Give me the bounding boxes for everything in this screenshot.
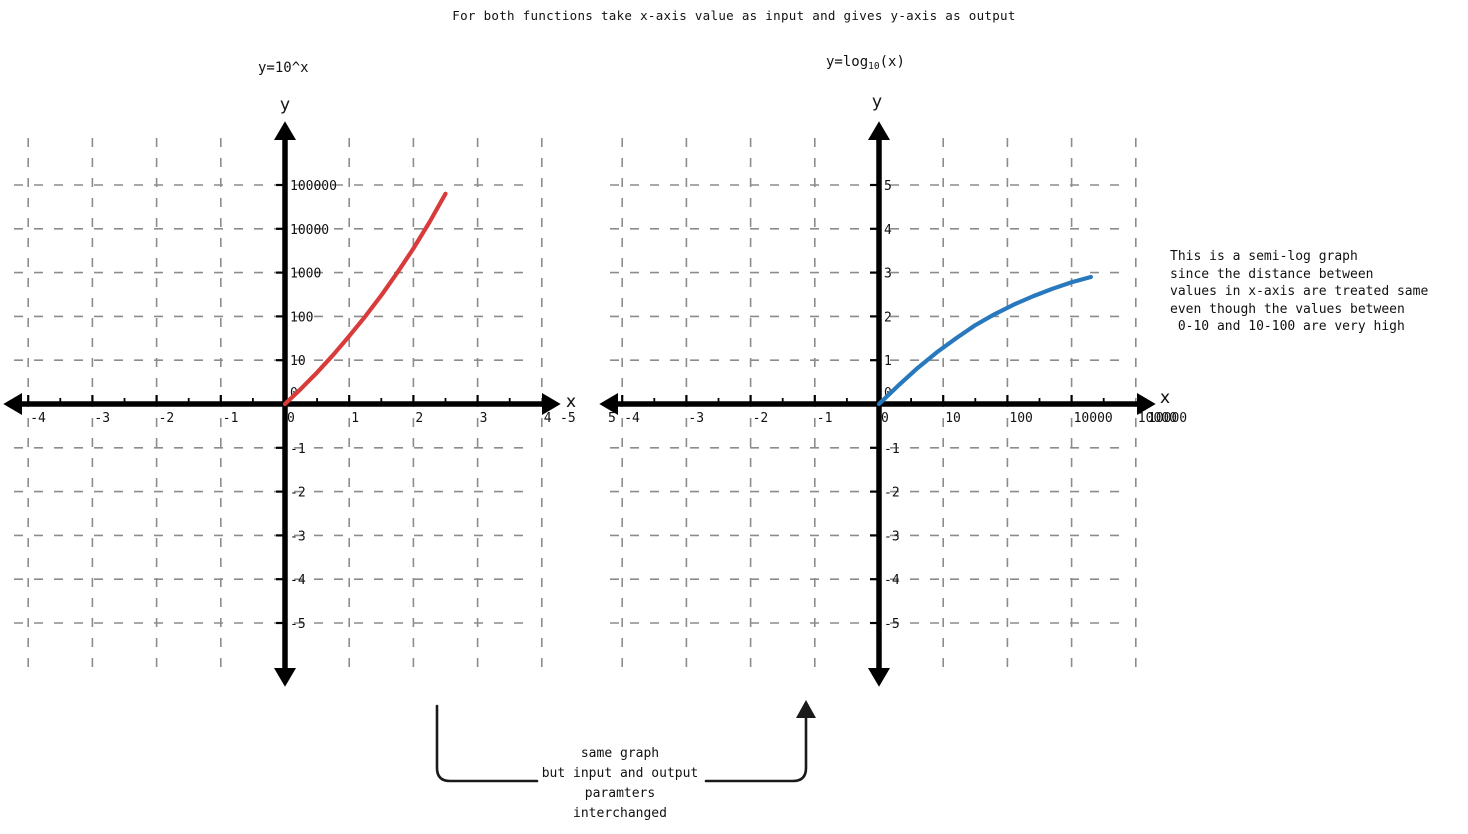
semi-log-explanation-note: This is a semi-log graph since the dista… xyxy=(1170,249,1429,334)
y-tick-label: 100000 xyxy=(290,179,337,194)
right-chart-title: y=log10(x) xyxy=(826,54,905,72)
logarithm-curve xyxy=(876,274,1093,407)
y-tick-label: -4 xyxy=(884,573,900,588)
x-tick-label: 1 xyxy=(351,411,359,426)
y-tick-label: 100 xyxy=(290,310,313,325)
left-x-axis-letter: x xyxy=(566,392,577,412)
page-title: For both functions take x-axis value as … xyxy=(452,8,1016,23)
y-tick-label: -4 xyxy=(290,573,306,588)
x-tick-label: 10000 xyxy=(1138,411,1177,426)
x-tick-label: 100 xyxy=(1009,411,1032,426)
x-tick-label: -1 xyxy=(817,411,833,426)
x-tick-label: 5 xyxy=(608,411,616,426)
y-tick-label: 1 xyxy=(884,354,892,369)
right-chart-title-prefix: y=log xyxy=(826,54,869,70)
x-tick-label: 10 xyxy=(945,411,961,426)
left-chart-axes xyxy=(3,121,561,687)
x-tick-label: -1 xyxy=(223,411,239,426)
x-tick-label: 4 xyxy=(544,411,552,426)
y-tick-label: -3 xyxy=(884,529,900,544)
right-x-axis-letter: x xyxy=(1160,388,1171,408)
y-tick-label: -5 xyxy=(884,617,900,632)
y-tick-label: -2 xyxy=(290,486,306,501)
y-tick-label: -5 xyxy=(290,617,306,632)
y-tick-label: 5 xyxy=(884,179,892,194)
left-chart-title: y=10^x xyxy=(258,60,309,76)
exponential-curve xyxy=(282,191,448,407)
y-tick-label: -3 xyxy=(290,529,306,544)
y-tick-label: 1000 xyxy=(290,267,321,282)
x-tick-label: -4 xyxy=(30,411,46,426)
right-chart-tick-labels: -5 -4 -3 -2 -1 0 10 100 10000 1000010000-5-4-3-2-… xyxy=(560,179,1187,632)
y-tick-label: 10000 xyxy=(290,223,329,238)
x-tick-label: 0 xyxy=(881,411,889,426)
interchange-note: same graph but input and output paramter… xyxy=(541,746,699,821)
right-y-axis-letter: y xyxy=(872,92,883,112)
y-tick-label: 2 xyxy=(884,310,892,325)
y-tick-label: -2 xyxy=(884,486,900,501)
y-tick-label: 3 xyxy=(884,267,892,282)
x-tick-label: 0 xyxy=(287,411,295,426)
x-tick-label: 2 xyxy=(415,411,423,426)
y-tick-label: 4 xyxy=(884,223,892,238)
x-tick-label: -2 xyxy=(159,411,175,426)
right-chart-title-suffix: (x) xyxy=(879,54,905,70)
y-tick-label: 10 xyxy=(290,354,306,369)
x-tick-label: 10000 xyxy=(1074,411,1113,426)
y-tick-label: -1 xyxy=(290,442,306,457)
x-tick-label: 10000 xyxy=(1148,411,1187,426)
right-chart-title-subscript: 10 xyxy=(868,61,880,72)
left-y-axis-letter: y xyxy=(280,95,291,115)
x-tick-label: -3 xyxy=(94,411,110,426)
x-tick-label: -4 xyxy=(624,411,640,426)
interchange-bracket-arrow xyxy=(435,700,816,783)
x-tick-label: -3 xyxy=(688,411,704,426)
y-tick-label: -1 xyxy=(884,442,900,457)
x-tick-label: -2 xyxy=(753,411,769,426)
x-tick-label: -5 xyxy=(560,411,576,426)
x-tick-label: 3 xyxy=(480,411,488,426)
